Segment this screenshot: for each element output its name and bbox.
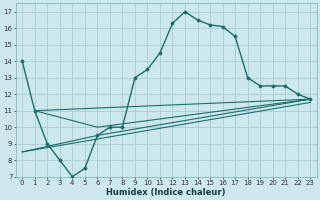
X-axis label: Humidex (Indice chaleur): Humidex (Indice chaleur) xyxy=(107,188,226,197)
